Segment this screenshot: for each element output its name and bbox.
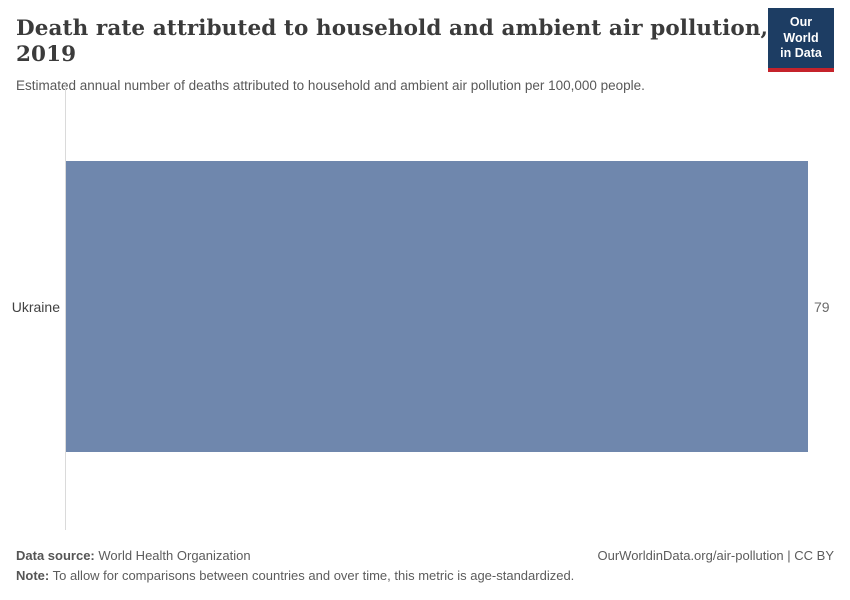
owid-logo-line1: Our World [783,15,819,45]
note-value: To allow for comparisons between countri… [49,568,575,583]
owid-logo-line2: in Data [780,46,822,61]
data-source-line: Data source: World Health Organization [16,546,574,566]
note-line: Note: To allow for comparisons between c… [16,566,574,586]
bar-ukraine[interactable] [66,161,808,452]
chart-subtitle: Estimated annual number of deaths attrib… [16,77,645,93]
y-axis-line [65,84,66,530]
owid-logo: Our World in Data [768,8,834,72]
data-source-value: World Health Organization [94,548,251,563]
chart-header: Death rate attributed to household and a… [0,0,850,94]
note-label: Note: [16,568,50,583]
footer-left: Data source: World Health Organization N… [16,546,574,586]
value-label: 79 [814,299,830,315]
chart-footer: Data source: World Health Organization N… [16,546,834,586]
footer-attribution-link[interactable]: OurWorldinData.org/air-pollution | CC BY [597,548,834,563]
page-title: Death rate attributed to household and a… [16,16,769,67]
entity-label: Ukraine [11,299,60,315]
data-source-label: Data source: [16,548,95,563]
